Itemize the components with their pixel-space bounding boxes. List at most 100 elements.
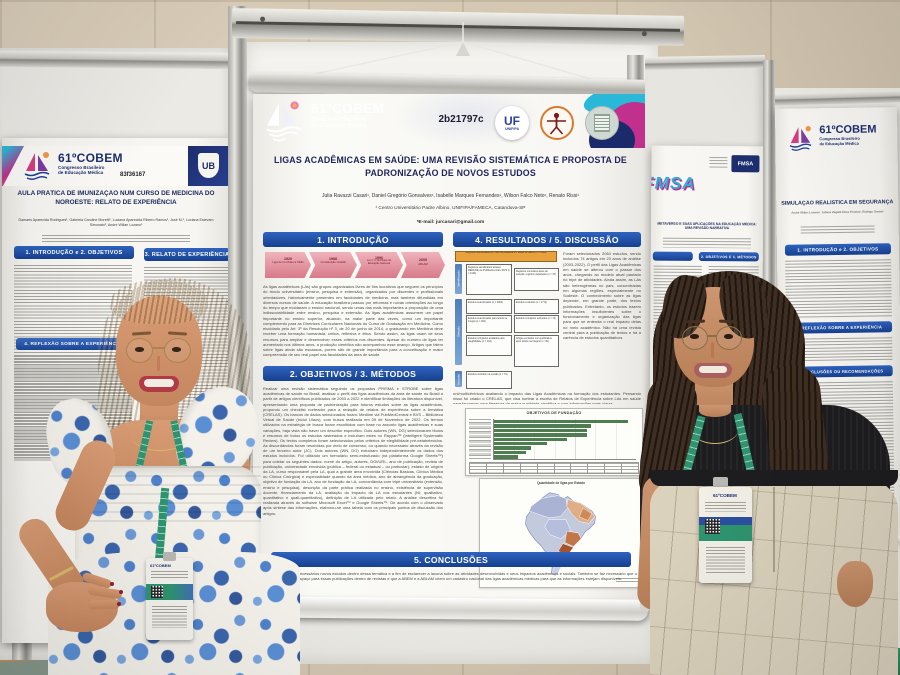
person-right-badge-clip — [713, 477, 728, 489]
person-right-badge-qr — [705, 519, 720, 534]
person-right-necklace — [691, 413, 739, 444]
right-mid-panel-top — [644, 54, 766, 71]
left-poster-affiliations — [42, 235, 190, 243]
person-left-fringe — [110, 280, 208, 324]
bar — [494, 442, 547, 446]
left-panel-top-rail — [0, 50, 235, 70]
bar — [494, 428, 588, 433]
unifipa-logo: UF UNIFIPA — [495, 106, 529, 140]
mid-poster-title: METAVERSO E SUAS APLICAÇÕES NA EDUCAÇÃO … — [657, 221, 757, 231]
person-right-top-hem — [650, 470, 898, 486]
flowchart-box: Registros removidos antes da seleção: re… — [514, 268, 559, 291]
flowchart-stage-selecao: Seleção — [455, 299, 462, 365]
person-left-teeth — [144, 379, 174, 387]
timeline-chevron-2: 1988 Constituição Cidadã — [309, 252, 357, 278]
person-left-badge-lines — [151, 571, 188, 579]
person-left-glasses-bridge — [152, 347, 165, 349]
legend-cell — [537, 463, 555, 473]
left-poster-section-1-2: 1. INTRODUÇÃO e 2. OBJETIVOS — [14, 246, 134, 259]
seal-emblem — [594, 114, 610, 132]
chart-category-labels — [469, 419, 491, 459]
unifipa-initials: UF — [504, 114, 520, 128]
timeline-label: Constituição Cidadã — [320, 260, 346, 264]
flowchart-box: Artigos excluídos com justificativa após… — [514, 335, 559, 367]
main-poster-code: 2b21797c — [438, 114, 484, 125]
person-right-glasses-bridge — [707, 335, 717, 337]
far-brand-name: 61ºCOBEM — [819, 123, 877, 137]
fmsa-badge-text: FMSA — [737, 160, 754, 167]
far-brand-sub2: de Educação Médica — [819, 140, 859, 147]
timeline-year: 1988 — [329, 257, 337, 261]
objetivos-fundacao-chart: OBJETIVOS DE FUNDAÇÃO — [465, 408, 643, 476]
main-poster-header-band: 61ºCOBEM Congresso Brasileiro de Educaçã… — [253, 94, 648, 148]
results-body-cont: uni/multicêntricos avaliando o impacto d… — [453, 391, 641, 404]
unifipa-name: UNIFIPA — [504, 127, 520, 131]
main-poster-affiliation: ¹ Centro Universitário Padre Albino, UNI… — [375, 206, 526, 211]
bar — [494, 420, 628, 424]
left-poster-brand-sub2: de Educação Médica — [58, 170, 104, 175]
cobem-sailboat-logo — [24, 152, 50, 180]
chart-title: OBJETIVOS DE FUNDAÇÃO — [526, 411, 582, 415]
vitruvian-figure — [547, 112, 566, 135]
main-poster-banner: 61ºCOBEM Congresso Brasileiro de Educaçã… — [253, 94, 648, 612]
flowchart-banner: Registros identificados por meio de pesq… — [455, 251, 557, 262]
flowchart-stage-inclusao: Inclusão — [455, 371, 462, 387]
cobem-sailboat-logo-far — [789, 126, 812, 151]
far-poster-title: SIMULAÇÃO REALÍSTICA EM SEGURANÇA — [781, 199, 894, 207]
left-poster-brand-sub1: Congresso Brasileiro — [58, 165, 105, 170]
person-left-badge-qr — [151, 586, 163, 598]
left-poster-section-3: 3. RELATO DE EXPERIÊNCIA — [144, 248, 230, 261]
legend-cell — [486, 463, 504, 473]
person-left-nail-1 — [110, 582, 114, 586]
person-left-badge-clip — [163, 552, 176, 561]
legend-cell — [622, 463, 639, 473]
far-poster-section-1-2: 1. INTRODUÇÃO e 2. OBJETIVOS — [784, 243, 892, 256]
left-header-navy-block: UB — [188, 146, 230, 186]
main-poster-title: LIGAS ACADÊMICAS EM SAÚDE: UMA REVISÃO S… — [274, 155, 627, 179]
timeline-chevron-3: 1996 Lei nº 9.394 Base da Educação Nacio… — [355, 252, 403, 278]
person-left-badge-lines2 — [152, 606, 187, 628]
person-right-badge: 61ºCOBEM — [699, 487, 752, 583]
person-right-badge-brand: 61ºCOBEM — [713, 493, 737, 498]
person-left-eye-right — [172, 347, 181, 352]
flowchart-box: Registros identificados através: MEDLINE… — [466, 264, 512, 295]
legend-cell — [588, 463, 606, 473]
mid-poster-section: 2. OBJETIVOS E 3. MÉTODOS — [698, 251, 759, 262]
person-right-hand-pocket — [837, 561, 873, 607]
person-left-nose — [157, 356, 160, 371]
legend-cell — [470, 463, 487, 473]
vitruvian-logo — [540, 106, 574, 140]
main-brand-sub1: Congresso Brasileiro — [311, 117, 368, 123]
person-left-necklace — [132, 422, 188, 451]
left-poster-title: AULA PRÁTICA DE IMUNIZAÇÃO NUM CURSO DE … — [17, 190, 215, 206]
left-poster-code: 83f36167 — [120, 172, 146, 178]
timeline-label: Lei nº 9.394 Base da Educação Nacional — [366, 259, 392, 265]
conclusions-body-text: Continuam sendo necessários novos estudo… — [265, 571, 637, 582]
person-right-teeth — [699, 366, 727, 373]
left-poster-authors: Damaris Aparecida Rodrigues¹, Gabriela C… — [18, 218, 214, 228]
brazil-choropleth — [525, 492, 596, 576]
section-resultados-header: 4. RESULTADOS / 5. DISCUSSÃO — [453, 232, 641, 247]
person-right-badge-lines — [705, 502, 746, 512]
person-left-glasses-left-lens — [126, 338, 153, 363]
person-left-nail-3 — [117, 602, 121, 606]
left-poster-header: 61ºCOBEM Congresso Brasileiro de Educaçã… — [2, 146, 230, 186]
legend-cell — [503, 463, 521, 473]
mid-poster-section-left — [652, 251, 693, 261]
person-left-finger-3 — [87, 599, 121, 610]
left-poster-section-4: 4. REFLEXÃO SOBRE A EXPERIÊNCIA — [16, 338, 130, 350]
person-right-eye-right — [724, 334, 733, 339]
bar — [494, 437, 568, 441]
section-introducao-header: 1. INTRODUÇÃO — [263, 232, 443, 247]
timeline-label: ABLAM — [418, 262, 428, 266]
timeline-chevron-1: 1920 Liga de Combate à Sífilis — [265, 252, 311, 278]
person-left-nail-2 — [119, 590, 123, 594]
mid-poster-authors — [662, 237, 751, 249]
chart-legend-table — [469, 462, 639, 474]
bar — [494, 450, 527, 455]
chart-plot-area — [493, 419, 636, 460]
flowchart-box: Estudos incluídos na revisão (n = 74) — [466, 371, 512, 389]
person-right-fly-seam — [773, 487, 775, 572]
brazil-map-panel: Quantidade de ligas por Estado — [479, 478, 643, 588]
